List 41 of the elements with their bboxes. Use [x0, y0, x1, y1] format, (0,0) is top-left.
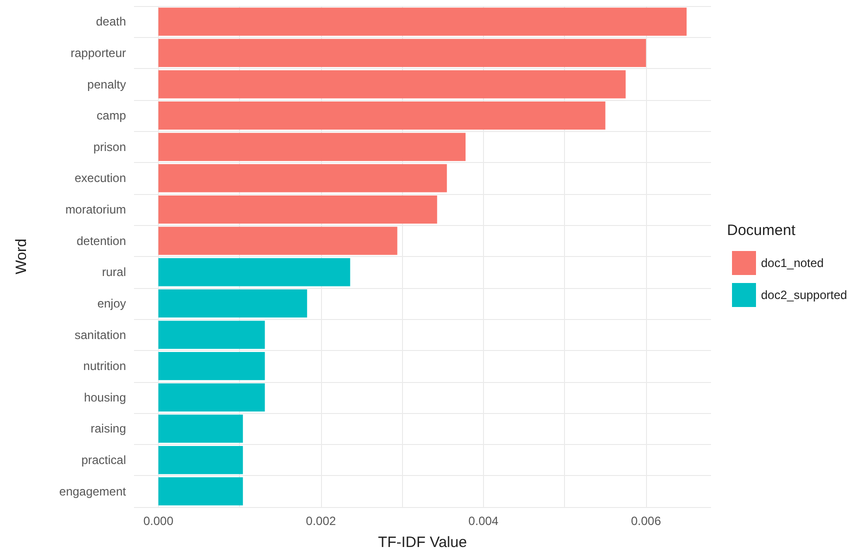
- bar: [158, 132, 466, 161]
- y-tick-label: practical: [81, 453, 126, 468]
- bar: [158, 164, 447, 192]
- x-axis-title: TF-IDF Value: [378, 534, 467, 551]
- bar: [158, 477, 243, 506]
- y-tick-label: rapporteur: [70, 46, 126, 60]
- y-tick-label: rural: [102, 265, 126, 280]
- y-tick-label: camp: [96, 108, 126, 123]
- bar: [158, 414, 243, 443]
- legend-label: doc1_noted: [761, 256, 824, 270]
- bar: [158, 258, 350, 286]
- y-tick-label: moratorium: [65, 202, 126, 217]
- y-tick-label: death: [96, 14, 126, 29]
- y-tick-label: sanitation: [74, 328, 126, 342]
- x-tick-label: 0.000: [143, 514, 174, 528]
- y-tick-label: housing: [84, 390, 126, 404]
- x-tick-label: 0.002: [306, 514, 336, 528]
- bar: [158, 102, 606, 130]
- bar: [158, 8, 687, 36]
- bar: [158, 289, 308, 318]
- legend-label: doc2_supported: [761, 288, 848, 302]
- bar: [158, 352, 265, 380]
- x-tick-label: 0.004: [468, 514, 499, 528]
- y-tick-label: penalty: [87, 77, 126, 92]
- y-tick-label: prison: [93, 140, 126, 154]
- bar: [158, 446, 243, 474]
- y-tick-label: enjoy: [97, 296, 126, 310]
- y-tick-label: raising: [90, 422, 126, 436]
- y-tick-label: nutrition: [83, 359, 126, 374]
- bar: [158, 226, 398, 255]
- x-tick-label: 0.006: [630, 514, 662, 528]
- bar: [158, 383, 265, 412]
- bar: [158, 195, 438, 224]
- y-tick-label: detention: [76, 234, 126, 248]
- y-tick-label: engagement: [59, 484, 127, 498]
- bar: [158, 320, 265, 349]
- legend-title: Document: [727, 222, 796, 239]
- y-tick-label: execution: [74, 171, 126, 186]
- bar: [158, 70, 626, 98]
- y-axis-title: Word: [13, 238, 30, 274]
- bar: [158, 38, 646, 68]
